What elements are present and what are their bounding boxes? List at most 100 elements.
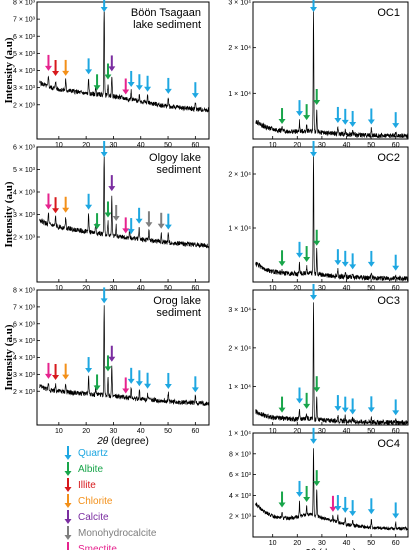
y-tick-label: 1 × 10⁴	[228, 91, 251, 98]
x-tick-label: 20	[82, 285, 90, 292]
x-tick-label: 50	[164, 142, 172, 149]
panel-orog: 2 × 10³ 3 × 10³ 4 × 10³ 5 × 10³ 6 × 10³ 7 × 1…	[3, 287, 210, 447]
y-tick-label: 3 × 10³	[13, 85, 36, 92]
plot-frame	[252, 289, 409, 426]
legend-label: Calcite	[78, 512, 109, 523]
quartz-peak-marker	[127, 70, 135, 87]
y-tick-label: 3 × 10³	[13, 212, 36, 219]
panel-oc2: 1 × 10⁴ 2 × 10⁴ 10 20 30 40 50 60 OC2	[228, 141, 409, 292]
quartz-peak-marker	[100, 141, 108, 157]
x-tick-label: 50	[367, 428, 375, 435]
x-tick-label: 60	[392, 142, 400, 149]
quartz-peak-marker	[367, 108, 375, 125]
y-tick-label: 2 × 10³	[229, 514, 252, 521]
albite-arrow-icon	[64, 462, 72, 476]
quartz-peak-marker	[392, 254, 400, 271]
quartz-peak-marker	[135, 207, 143, 224]
legend-item-albite: Albite	[64, 462, 103, 476]
quartz-peak-marker	[296, 387, 303, 404]
chlorite-arrow-icon	[64, 494, 72, 508]
quartz-peak-marker	[349, 253, 357, 270]
quartz-peak-marker	[144, 75, 152, 92]
y-tick-label: 2 × 10³	[13, 102, 36, 109]
legend-label: Monohydrocalcite	[78, 528, 157, 539]
quartz-peak-marker	[367, 498, 375, 515]
y-tick-label: 5 × 10³	[13, 51, 36, 58]
x-tick-label: 40	[343, 285, 351, 292]
albite-peak-marker	[278, 250, 286, 267]
x-tick-label: 50	[164, 285, 172, 292]
mineral-legend: Quartz Albite Illite Chlorite Calcite Monohyd…	[64, 446, 157, 550]
y-tick-label: 3 × 10⁴	[228, 0, 251, 7]
quartz-peak-marker	[191, 82, 199, 99]
pattern-line	[39, 305, 210, 406]
albite-peak-marker	[303, 392, 311, 409]
legend-item-smectite: Smectite	[67, 542, 117, 550]
y-tick-label: 2 × 10³	[13, 389, 36, 396]
quartz-peak-marker	[135, 74, 143, 91]
quartz-peak-marker	[334, 395, 342, 412]
panel-title: sediment	[156, 307, 201, 319]
quartz-peak-marker	[296, 241, 303, 258]
smectite-peak-marker	[122, 78, 130, 95]
legend-label: Smectite	[78, 544, 117, 550]
x-tick-label: 60	[392, 540, 400, 547]
quartz-peak-marker	[85, 58, 93, 75]
quartz-peak-marker	[334, 249, 342, 266]
x-tick-label: 40	[137, 142, 145, 149]
albite-peak-marker	[303, 246, 311, 263]
panel-title: lake sediment	[133, 19, 201, 31]
plot-frame	[252, 432, 409, 538]
legend-label: Illite	[78, 480, 96, 491]
panel-title: OC2	[377, 152, 400, 164]
panel-title: Böön Tsagaan	[131, 7, 201, 19]
quartz-peak-marker	[85, 193, 93, 210]
quartz-peak-marker	[127, 367, 135, 384]
albite-peak-marker	[278, 108, 286, 125]
x-tick-label: 20	[82, 142, 90, 149]
x-tick-label: 50	[367, 540, 375, 547]
legend-label: Chlorite	[78, 496, 113, 507]
panel-oc4: 2 × 10³ 4 × 10³ 6 × 10³ 8 × 10³ 1 × 10⁴ 10 20 3…	[228, 427, 409, 550]
y-tick-label: 5 × 10³	[13, 167, 36, 174]
x-tick-label: 10	[269, 285, 277, 292]
x-tick-label: 50	[367, 285, 375, 292]
chart-panels: 2 × 10³ 3 × 10³ 4 × 10³ 5 × 10³ 6 × 10³ 7 × 1…	[3, 0, 409, 550]
panel-boon: 2 × 10³ 3 × 10³ 4 × 10³ 5 × 10³ 6 × 10³ 7 × 1…	[3, 0, 210, 149]
y-tick-label: 8 × 10³	[13, 288, 36, 295]
legend-item-quartz: Quartz	[64, 446, 108, 460]
quartz-peak-marker	[310, 141, 318, 157]
illite-peak-marker	[52, 363, 60, 380]
monohydrocalcite-peak-marker	[157, 212, 165, 229]
smectite-peak-marker	[329, 495, 337, 512]
pattern-line	[39, 155, 210, 249]
x-tick-label: 30	[110, 285, 118, 292]
x-tick-label: 10	[55, 142, 63, 149]
panel-title: OC3	[377, 295, 400, 307]
quartz-peak-marker	[144, 372, 152, 389]
calcite-peak-marker	[108, 345, 116, 362]
x-tick-label: 60	[191, 428, 199, 435]
panel-title: Olgoy lake	[149, 152, 201, 164]
quartz-peak-marker	[164, 213, 172, 230]
quartz-peak-marker	[341, 108, 349, 125]
x-tick-label: 10	[269, 428, 277, 435]
monohydrocalcite-peak-marker	[112, 204, 120, 221]
plot-frame	[252, 146, 409, 283]
x-tick-label: 10	[55, 285, 63, 292]
panel-olgoy: 2 × 10³ 3 × 10³ 4 × 10³ 5 × 10³ 6 × 10³ 10 20 3…	[3, 141, 210, 292]
chlorite-peak-marker	[62, 59, 70, 76]
legend-label: Quartz	[78, 448, 108, 459]
x-tick-label: 60	[392, 285, 400, 292]
y-tick-label: 2 × 10⁴	[228, 345, 251, 352]
albite-peak-marker	[93, 374, 101, 391]
quartz-peak-marker	[296, 480, 303, 497]
x-tick-label: 60	[392, 428, 400, 435]
quartz-peak-marker	[310, 284, 318, 300]
quartz-peak-marker	[367, 250, 375, 267]
monohydrocalcite-arrow-icon	[64, 526, 72, 540]
y-tick-label: 5 × 10³	[13, 338, 36, 345]
panel-title: OC4	[377, 438, 400, 450]
panel-title: sediment	[156, 164, 201, 176]
quartz-peak-marker	[334, 106, 342, 123]
